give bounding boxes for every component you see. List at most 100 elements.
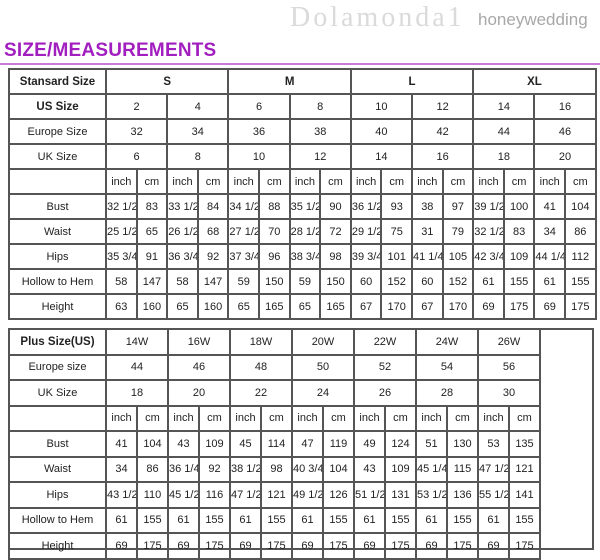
plus-uk-size-row: UK Size 18 20 22 24 26 28 30 [8, 379, 541, 407]
value-inch: 65 [166, 293, 199, 320]
europe-size-value: 32 [104, 118, 169, 145]
unit-inch: inch [477, 404, 510, 432]
uk-size-value: 16 [411, 143, 475, 170]
value-inch: 69 [415, 532, 448, 560]
value-inch: 37 3/4 [227, 243, 261, 270]
plus-uk-size-value: 24 [291, 379, 355, 407]
value-cm: 70 [258, 218, 291, 245]
measurement-row: Hollow to Hem 61 155 61 155 61 155 61 155 61 155 61… [8, 506, 541, 534]
us-size-value: 14 [472, 93, 536, 120]
unit-inch: inch [349, 168, 383, 195]
value-inch: 40 3/4 [291, 455, 324, 483]
value-cm: 86 [564, 218, 597, 245]
value-cm: 165 [258, 293, 291, 320]
plus-uk-size-value: 26 [353, 379, 417, 407]
value-inch: 41 [105, 430, 138, 458]
value-inch: 45 [229, 430, 262, 458]
value-cm: 104 [322, 455, 355, 483]
unit-cm: cm [380, 168, 414, 195]
value-cm: 155 [136, 506, 169, 534]
unit-cm: cm [502, 168, 536, 195]
measurement-row: Waist 25 1/2 65 26 1/2 68 27 1/2 70 28 1/2 72 29 … [8, 218, 597, 245]
value-inch: 44 1/4 [533, 243, 567, 270]
value-cm: 155 [198, 506, 231, 534]
measurement-label: Hollow to Hem [8, 506, 107, 534]
value-inch: 69 [105, 532, 138, 560]
value-cm: 155 [508, 506, 541, 534]
us-size-value: 2 [104, 93, 169, 120]
value-inch: 42 3/4 [472, 243, 505, 270]
uk-size-value: 12 [288, 143, 352, 170]
plus-europe-size-value: 50 [291, 353, 355, 381]
value-cm: 155 [564, 268, 597, 295]
plus-europe-size-row: Europe size 44 46 48 50 52 54 56 [8, 353, 541, 381]
value-inch: 34 [533, 218, 567, 245]
plus-uk-size-value: 30 [477, 379, 541, 407]
plus-size-table: Plus Size(US) 14W 16W 18W 20W 22W 24W 26W Europe… [8, 328, 541, 560]
value-inch: 60 [411, 268, 444, 295]
value-inch: 69 [167, 532, 200, 560]
value-inch: 41 1/4 [411, 243, 444, 270]
europe-size-value: 46 [533, 118, 597, 145]
value-inch: 69 [229, 532, 262, 560]
value-inch: 59 [288, 268, 322, 295]
us-size-value: 16 [533, 93, 597, 120]
unit-inch: inch [229, 404, 262, 432]
value-inch: 61 [415, 506, 448, 534]
value-inch: 49 1/2 [291, 481, 324, 509]
standard-size-table: Stansard Size S M L XL US Size 2 4 6 8 10 12 14 16 Eur… [8, 68, 597, 320]
value-inch: 53 [477, 430, 510, 458]
measurement-row: Waist 34 86 36 1/4 92 38 1/2 98 40 3/4 104 43 109 4… [8, 455, 541, 483]
unit-cm: cm [319, 168, 352, 195]
measurement-row: Height 69 175 69 175 69 175 69 175 69 175 69 175 69 17… [8, 532, 541, 560]
value-cm: 160 [196, 293, 230, 320]
plus-europe-size-value: 54 [415, 353, 479, 381]
plus-europe-size-value: 46 [167, 353, 231, 381]
value-cm: 147 [135, 268, 169, 295]
unit-inch: inch [167, 404, 200, 432]
value-inch: 39 3/4 [349, 243, 383, 270]
size-group: XL [472, 68, 597, 95]
plus-us-size-value: 22W [353, 328, 417, 356]
value-inch: 67 [411, 293, 444, 320]
unit-inch: inch [353, 404, 386, 432]
measurement-label: Bust [8, 430, 107, 458]
value-cm: 155 [502, 268, 536, 295]
value-cm: 104 [136, 430, 169, 458]
measurement-label: Bust [8, 193, 107, 220]
value-cm: 150 [258, 268, 291, 295]
plus-us-size-row: Plus Size(US) 14W 16W 18W 20W 22W 24W 26W [8, 328, 541, 356]
europe-size-value: 36 [227, 118, 291, 145]
value-cm: 115 [446, 455, 479, 483]
value-inch: 63 [105, 293, 138, 320]
unit-inch: inch [105, 168, 138, 195]
value-cm: 92 [196, 243, 230, 270]
value-inch: 61 [291, 506, 324, 534]
value-inch: 43 [167, 430, 200, 458]
value-cm: 110 [136, 481, 169, 509]
value-inch: 69 [353, 532, 386, 560]
unit-inch: inch [472, 168, 505, 195]
value-cm: 175 [198, 532, 231, 560]
value-cm: 79 [441, 218, 475, 245]
value-cm: 170 [380, 293, 414, 320]
value-cm: 141 [508, 481, 541, 509]
measurement-row: Bust 32 1/2 83 33 1/2 84 34 1/2 88 35 1/2 90 36 1… [8, 193, 597, 220]
value-cm: 98 [319, 243, 352, 270]
unit-inch: inch [291, 404, 324, 432]
value-inch: 36 1/4 [167, 455, 200, 483]
plus-uk-size-value: 28 [415, 379, 479, 407]
value-cm: 155 [322, 506, 355, 534]
plus-europe-size-value: 52 [353, 353, 417, 381]
unit-inch: inch [166, 168, 199, 195]
plus-europe-size-label: Europe size [8, 353, 107, 381]
value-cm: 130 [446, 430, 479, 458]
value-inch: 25 1/2 [105, 218, 138, 245]
value-inch: 43 [353, 455, 386, 483]
value-inch: 32 1/2 [472, 218, 505, 245]
unit-cm: cm [564, 168, 597, 195]
value-inch: 34 [105, 455, 138, 483]
value-cm: 160 [135, 293, 169, 320]
value-inch: 69 [472, 293, 505, 320]
us-size-value: 8 [288, 93, 352, 120]
